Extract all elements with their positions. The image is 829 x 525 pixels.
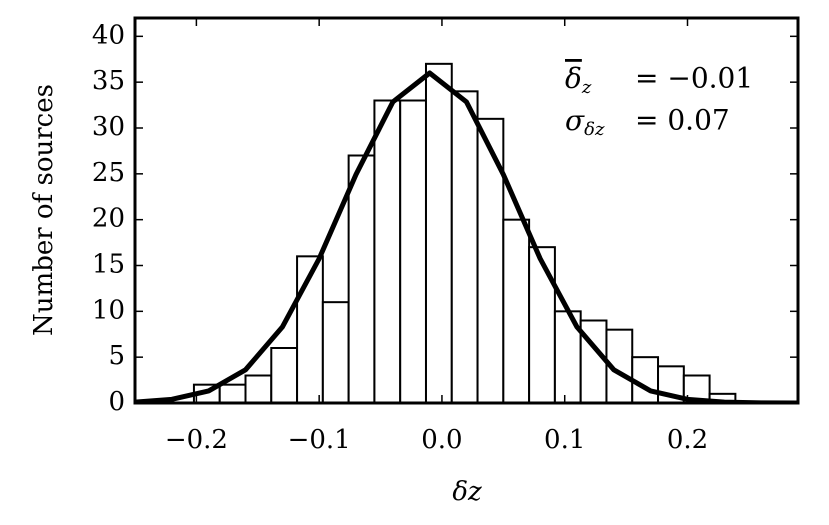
annotation: δz: [565, 62, 592, 99]
histogram-bar: [450, 90, 479, 404]
annotation-symbol: δ: [565, 62, 582, 95]
annotation: σδz: [565, 104, 605, 141]
histogram-bar: [528, 246, 556, 404]
y-tick-label: 0: [108, 387, 125, 417]
y-tick-label: 20: [92, 204, 125, 234]
x-tick-label: −0.2: [165, 425, 228, 455]
x-tick-label: 0.2: [667, 425, 708, 455]
annotation-subscript: δz: [584, 119, 605, 140]
x-tick-label: −0.1: [288, 425, 351, 455]
annotation-symbol: σ: [565, 104, 585, 137]
y-tick-label: 15: [92, 250, 125, 280]
y-tick-label: 35: [92, 66, 125, 96]
x-axis-label: δz: [452, 477, 482, 507]
annotation-text: = 0.07: [635, 104, 730, 137]
plot-frame: [133, 16, 800, 405]
histogram-bar: [218, 383, 247, 404]
histogram-bar: [321, 301, 350, 404]
annotation-text: = −0.01: [635, 62, 753, 95]
y-axis-label: Number of sources: [29, 84, 59, 336]
y-tick-label: 25: [92, 158, 125, 188]
y-tick-label: 40: [92, 20, 125, 50]
histogram-bar: [424, 62, 453, 404]
y-tick-label: 5: [108, 341, 125, 371]
histogram-bar: [270, 347, 299, 404]
histogram-bar: [244, 374, 273, 404]
y-tick-label: 10: [92, 295, 125, 325]
histogram-bar: [399, 99, 427, 404]
histogram-bar: [373, 99, 402, 404]
histogram-bar: [502, 218, 531, 404]
y-tick-label: 30: [92, 112, 125, 142]
x-tick-label: 0.0: [421, 425, 462, 455]
histogram-bar: [347, 154, 376, 404]
annotation-subscript: z: [581, 77, 592, 98]
x-tick-label: 0.1: [544, 425, 585, 455]
